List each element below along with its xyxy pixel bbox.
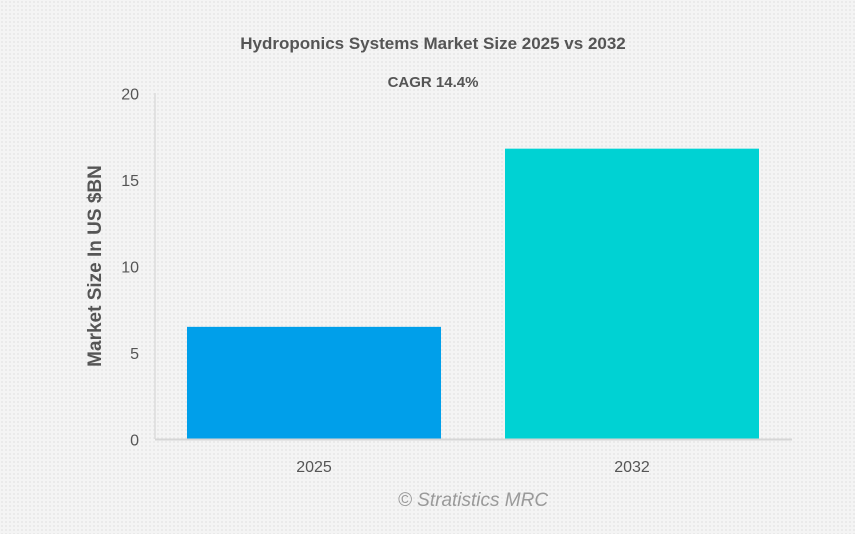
y-tick-label: 20 (121, 86, 139, 103)
x-tick-label: 2025 (296, 459, 332, 476)
bar-2025 (187, 326, 441, 440)
chart-subtitle: CAGR 14.4% (388, 74, 479, 91)
chart-title: Hydroponics Systems Market Size 2025 vs … (240, 34, 626, 53)
x-tick-label: 2032 (614, 459, 650, 476)
y-tick-label: 15 (121, 173, 139, 190)
bar-2032 (505, 148, 759, 440)
y-tick-label: 0 (130, 432, 139, 449)
y-axis-label: Market Size In US $BN (85, 165, 106, 367)
watermark: © Stratistics MRC (398, 490, 548, 511)
y-tick-label: 10 (121, 259, 139, 276)
y-tick-label: 5 (130, 346, 139, 363)
